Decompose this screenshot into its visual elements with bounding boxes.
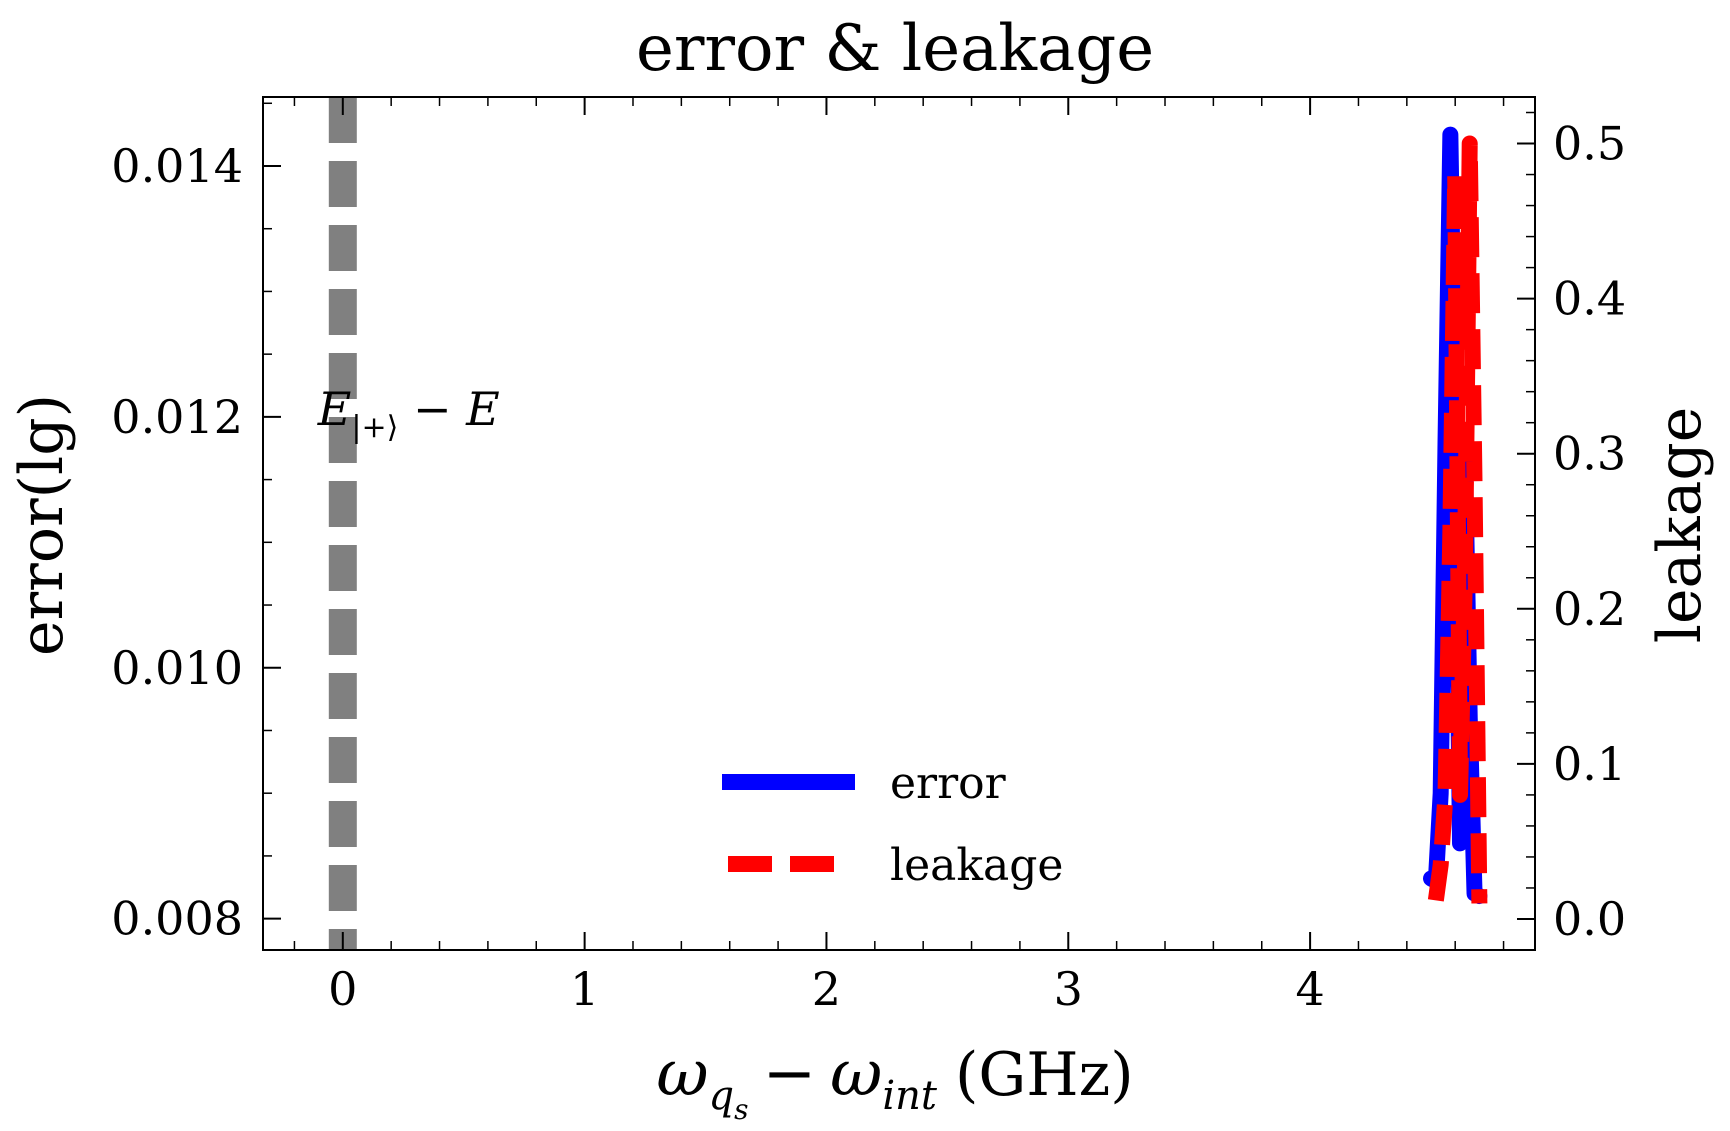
annotation-subscript: |+⟩	[351, 410, 398, 445]
x-tick-label: 3	[1054, 962, 1083, 1016]
x-tick-label: 2	[812, 962, 841, 1016]
x-label-sub-int: int	[882, 1073, 938, 1119]
series-leakage-line	[1427, 135, 1488, 904]
x-axis-label: ωqs − ωint (GHz)	[656, 1037, 1133, 1126]
y-axis-right-label: leakage	[1645, 407, 1715, 644]
legend: error leakage	[722, 758, 1063, 891]
axes-layer: 0 1 2 3 4 0.008 0.010 0.012 0.014 0.0 0.1 0.2 0.3 0.4…	[111, 96, 1626, 1016]
y-left-tick-label: 0.014	[111, 139, 243, 193]
chart-title: error & leakage	[636, 12, 1154, 86]
energy-annotation: E|+⟩ − E	[317, 382, 500, 445]
y-left-tick-label: 0.010	[111, 641, 243, 695]
y-left-tick-label: 0.008	[111, 892, 243, 946]
y-axis-left-label: error(lg)	[7, 394, 77, 656]
x-label-minus: −	[763, 1037, 817, 1111]
x-tick-label: 4	[1295, 962, 1324, 1016]
x-tick-label: 1	[570, 962, 599, 1016]
x-label-omega-2: ω	[830, 1037, 882, 1111]
legend-leakage-label: leakage	[890, 840, 1063, 891]
x-label-subsub-s: s	[734, 1093, 748, 1126]
y-right-tick-label: 0.0	[1553, 892, 1626, 946]
x-label-sub-q: q	[709, 1073, 735, 1119]
x-label-omega-1: ω	[656, 1037, 708, 1111]
y-right-tick-label: 0.3	[1553, 427, 1626, 481]
y-right-tick-label: 0.5	[1553, 117, 1626, 171]
x-label-unit: (GHz)	[955, 1040, 1134, 1110]
plot-frame	[262, 96, 1536, 951]
y-right-tick-label: 0.2	[1553, 582, 1626, 636]
plot-content	[328, 97, 1488, 950]
y-left-tick-label: 0.012	[111, 390, 243, 444]
x-tick-label: 0	[328, 962, 357, 1016]
annotation-rest: − E	[398, 382, 499, 436]
legend-error-label: error	[890, 758, 1007, 809]
y-right-tick-label: 0.4	[1553, 272, 1626, 326]
y-right-tick-label: 0.1	[1553, 737, 1626, 791]
annotation-E: E	[317, 382, 352, 436]
